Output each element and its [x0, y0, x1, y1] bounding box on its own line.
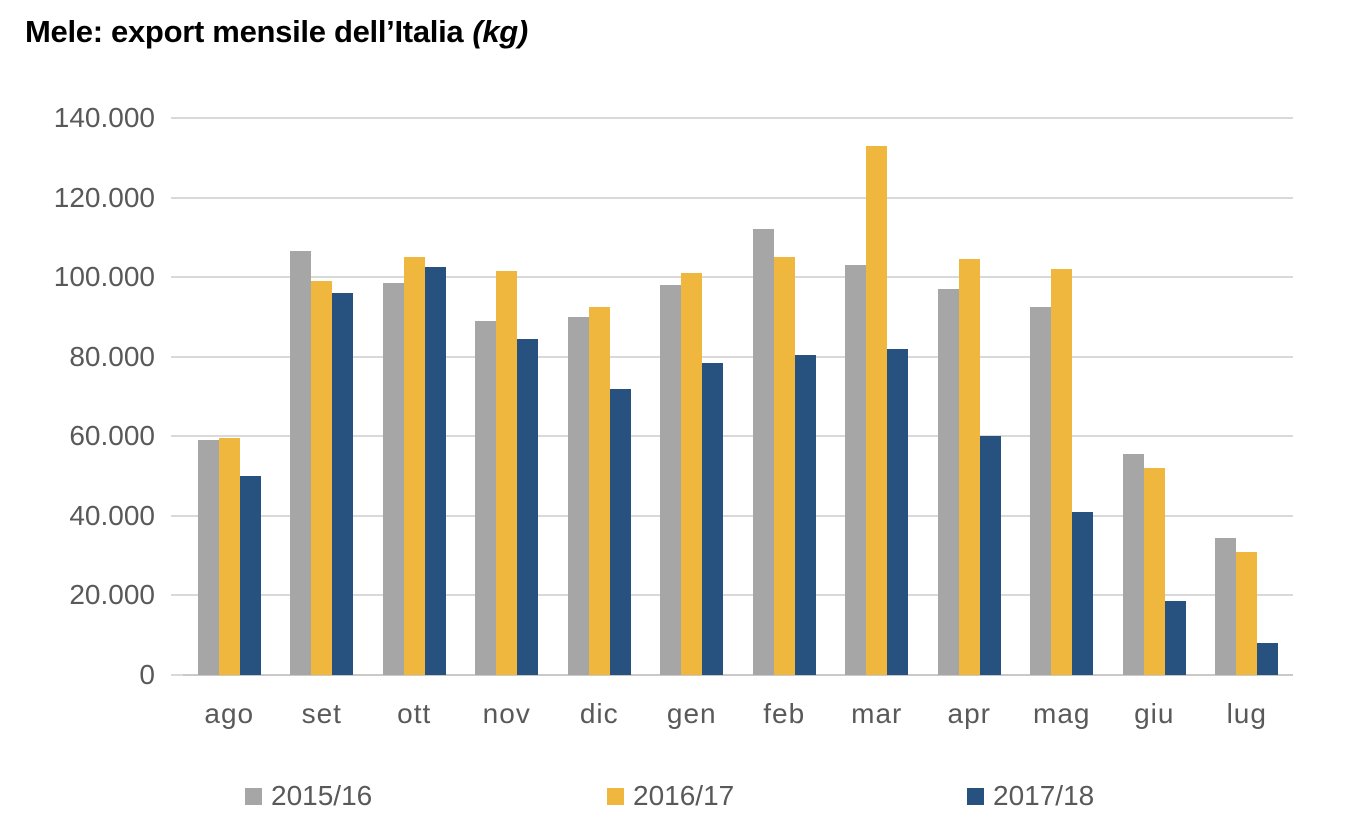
y-axis-tick	[171, 276, 183, 279]
chart-title-text: Mele: export mensile dell’Italia	[25, 14, 464, 49]
x-axis-label-set: set	[301, 698, 342, 729]
legend-swatch-2015-16	[245, 787, 262, 805]
legend-label-2016-17: 2016/17	[633, 780, 735, 811]
chart-title-unit: (kg)	[472, 14, 528, 49]
gridline	[183, 514, 1293, 517]
bar-2017-18-apr	[979, 436, 1001, 675]
y-axis-label: 40.000	[69, 499, 155, 531]
bar-2016-17-mar	[866, 145, 888, 675]
bar-2015-16-mar	[845, 265, 867, 675]
gridline	[183, 196, 1293, 199]
y-axis-tick	[171, 514, 183, 517]
gridline	[183, 355, 1293, 358]
bar-2017-18-giu	[1164, 601, 1186, 675]
y-axis-tick	[171, 117, 183, 119]
legend-label-2017-18: 2017/18	[993, 780, 1095, 811]
bar-2017-18-ago	[239, 476, 261, 675]
bar-2016-17-feb	[773, 257, 795, 675]
bar-2015-16-giu	[1122, 454, 1144, 675]
bar-2017-18-lug	[1257, 643, 1279, 675]
legend-swatch-2016-17	[607, 787, 624, 805]
legend-item-2017-18: 2017/18	[967, 779, 1094, 813]
bar-2017-18-nov	[517, 338, 539, 675]
bar-2016-17-nov	[496, 271, 518, 675]
bar-2015-16-gen	[660, 285, 682, 675]
legend-item-2016-17: 2016/17	[607, 779, 734, 813]
bar-2017-18-mag	[1072, 511, 1094, 675]
bar-2015-16-nov	[475, 320, 497, 675]
bar-2015-16-dic	[567, 316, 589, 675]
legend-item-2015-16: 2015/16	[245, 779, 372, 813]
gridline	[183, 594, 1293, 597]
bar-2017-18-ott	[424, 267, 446, 675]
gridline	[183, 435, 1293, 438]
bar-2015-16-ott	[382, 283, 404, 675]
x-axis-label-dic: dic	[579, 698, 619, 729]
bar-2016-17-apr	[958, 259, 980, 675]
bar-2015-16-apr	[937, 289, 959, 675]
y-axis-tick	[171, 674, 183, 676]
y-axis-label: 60.000	[69, 420, 155, 452]
chart-title: Mele: export mensile dell’Italia (kg)	[25, 14, 528, 50]
bar-2016-17-set	[311, 281, 333, 675]
bar-2016-17-gen	[681, 273, 703, 675]
bar-2016-17-ago	[218, 438, 240, 675]
x-axis-label-nov: nov	[482, 698, 531, 729]
x-axis-label-mar: mar	[851, 698, 903, 729]
bar-2016-17-giu	[1143, 468, 1165, 675]
bar-2015-16-ago	[197, 440, 219, 675]
bar-2017-18-feb	[794, 354, 816, 675]
x-axis-label-mag: mag	[1033, 698, 1091, 729]
bar-2017-18-mar	[887, 348, 909, 675]
bar-2017-18-dic	[609, 388, 631, 675]
bar-2015-16-feb	[752, 229, 774, 675]
y-axis-tick	[171, 196, 183, 199]
x-axis-label-feb: feb	[763, 698, 806, 729]
y-axis-label: 100.000	[53, 261, 155, 293]
y-axis-tick	[171, 594, 183, 597]
y-axis-label: 120.000	[53, 181, 155, 213]
bar-2017-18-set	[332, 293, 354, 675]
y-axis-label: 80.000	[69, 340, 155, 372]
x-axis-label-ott: ott	[397, 698, 432, 729]
y-axis-label: 140.000	[53, 102, 155, 133]
gridline	[183, 117, 1293, 119]
bar-2015-16-set	[290, 251, 312, 675]
y-axis-label: 20.000	[69, 579, 155, 611]
bar-2017-18-gen	[702, 362, 724, 675]
bar-2015-16-mag	[1030, 306, 1052, 675]
gridline	[183, 276, 1293, 279]
legend-label-2015-16: 2015/16	[271, 780, 373, 811]
bar-2016-17-mag	[1051, 269, 1073, 675]
x-axis-line	[183, 674, 1293, 676]
y-axis-label: 0	[139, 659, 155, 690]
bar-2016-17-lug	[1236, 551, 1258, 675]
x-axis-label-lug: lug	[1226, 698, 1267, 729]
y-axis-tick	[171, 355, 183, 358]
x-axis-label-ago: ago	[204, 698, 255, 729]
y-axis-tick	[171, 435, 183, 438]
x-axis-label-apr: apr	[947, 698, 991, 729]
bar-2016-17-dic	[588, 306, 610, 675]
x-axis-label-gen: gen	[666, 698, 717, 729]
bar-2015-16-lug	[1215, 537, 1237, 675]
x-axis-label-giu: giu	[1134, 698, 1175, 729]
bar-2016-17-ott	[403, 257, 425, 675]
legend-swatch-2017-18	[967, 787, 984, 805]
